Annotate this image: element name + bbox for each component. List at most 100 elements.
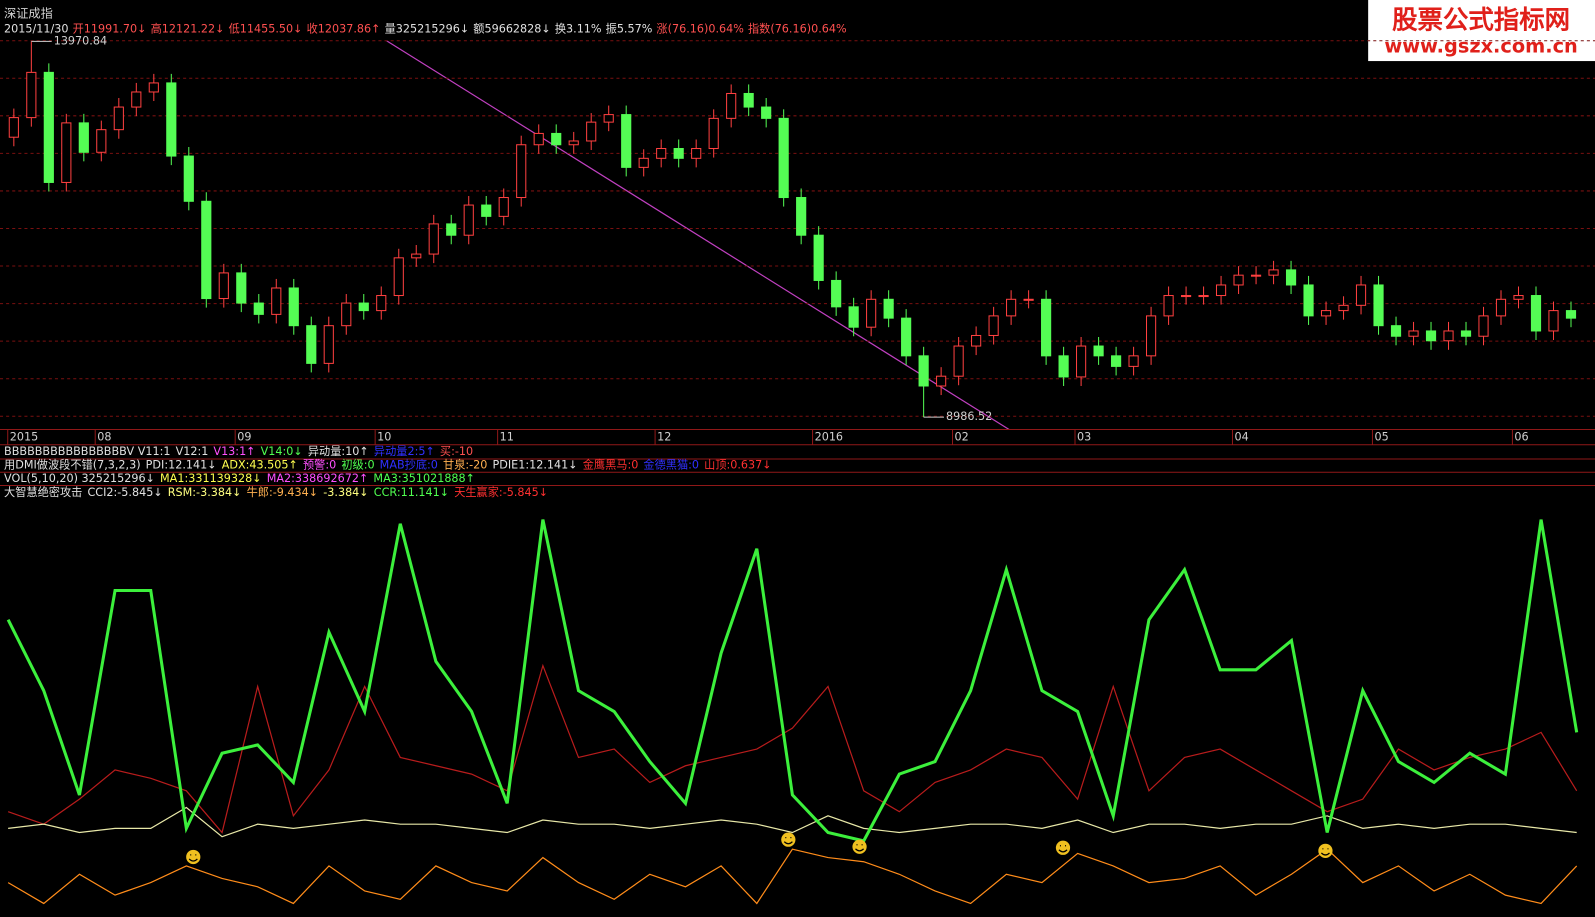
candle-body <box>603 114 614 123</box>
candle-body <box>1390 325 1402 337</box>
info-item: 额59662828↓ <box>473 23 550 36</box>
candle-body <box>288 287 299 327</box>
candle-body <box>1408 330 1419 337</box>
indicator-line <box>7 663 1578 834</box>
x-tick-label: 08 <box>97 431 111 444</box>
indicator-legend: 用DMI做波段不错(7,3,2,3) PDI:12.141↓ ADX:43.505↑… <box>4 458 772 472</box>
candle-body <box>918 355 929 387</box>
candle-body <box>1006 298 1017 317</box>
candle-body <box>481 204 492 217</box>
indicator-item: 牛郎:-9.434↓ <box>247 485 319 499</box>
indicator-item: CCI2:-5.845↓ <box>87 486 162 499</box>
info-item: 振5.57% <box>606 22 653 36</box>
candle-body <box>411 253 422 259</box>
candle-body <box>1058 355 1069 378</box>
x-tick-label: 03 <box>1077 431 1091 444</box>
candle-body <box>1478 315 1489 337</box>
candle-body <box>866 298 877 328</box>
info-item: 换3.11% <box>555 22 602 36</box>
candle-body <box>323 325 334 364</box>
candle-body <box>1338 304 1349 312</box>
x-tick-label: 02 <box>955 431 969 444</box>
candle-body <box>131 91 142 108</box>
smiley <box>781 832 796 847</box>
candle-body <box>1128 355 1139 367</box>
info-item: 高12121.22↓ <box>151 22 225 36</box>
candle-body <box>1023 298 1034 301</box>
candle-body <box>1425 330 1437 342</box>
info-item: 低11455.50↓ <box>229 23 303 36</box>
indicator-item: 用DMI做波段不错(7,3,2,3) <box>4 458 141 472</box>
candle-body <box>516 144 527 199</box>
x-tick-label: 12 <box>657 431 671 444</box>
indicator-item: MAB抄底:0 <box>380 458 438 472</box>
candle-body <box>778 117 789 199</box>
candle-body <box>533 132 544 146</box>
watermark-url: www.gszx.com.cn <box>1384 34 1577 57</box>
candle-body <box>621 114 632 168</box>
indicator-item: 异动量2:5↑ <box>374 445 435 458</box>
candle-body <box>341 302 352 327</box>
candle-body <box>236 272 247 304</box>
candle-body <box>393 257 404 297</box>
info-item: 收12037.86↑ <box>307 22 381 36</box>
x-tick-label: 10 <box>377 431 391 444</box>
candle-body <box>1460 330 1472 337</box>
smiley-face <box>783 837 793 845</box>
candle-body <box>1530 295 1542 332</box>
candle-body <box>743 92 754 108</box>
smiley <box>1318 843 1333 858</box>
candle-body <box>113 106 124 131</box>
candle-body <box>638 157 649 168</box>
indicator-item: VOL(5,10,20) 325215296↓ <box>4 472 155 485</box>
indicator-item: 甘泉:-20 <box>443 458 487 472</box>
candle-body <box>306 325 317 364</box>
indicator-legend: BBBBBBBBBBBBBBBBV V11:1 V12:1 V13:1↑ V14:0↓… <box>4 445 473 458</box>
candle-body <box>148 82 159 93</box>
candle-body <box>813 234 824 281</box>
candle-body <box>1076 345 1087 378</box>
indicator-item: 预警:0 <box>303 458 336 472</box>
candle-body <box>1320 310 1332 317</box>
indicator-item: PDIE1:12.141↓ <box>493 459 578 472</box>
min-label: 8986.52 <box>946 410 992 423</box>
indicator-line <box>7 848 1578 905</box>
candle-body <box>673 148 684 159</box>
candle-body <box>183 155 194 202</box>
indicator-line <box>6 519 1579 843</box>
max-label: 13970.84 <box>54 34 107 47</box>
indicator-item: 金德黑猫:0 <box>643 458 699 472</box>
indicator-item: V14:0↓ <box>261 445 303 458</box>
candle-body <box>1495 298 1507 317</box>
indicator-item: 山顶:0.637↓ <box>704 459 772 472</box>
candle-body <box>201 200 212 300</box>
candle-body <box>691 148 702 159</box>
candle-body <box>796 197 807 236</box>
info-item: 2015/11/30 <box>4 23 68 36</box>
candle-body <box>1233 274 1244 286</box>
candle-body <box>831 279 842 308</box>
candle-body <box>96 129 107 153</box>
indicator-item: CCR:11.141↓ <box>374 486 449 499</box>
watermark-box <box>1368 0 1595 62</box>
candle-body <box>953 345 964 377</box>
candle-body <box>218 272 229 300</box>
indicator-item: V13:1↑ <box>213 445 255 458</box>
indicator-item: 买:-10 <box>440 445 473 458</box>
candle-body <box>376 295 387 312</box>
candle-body <box>1093 345 1104 357</box>
candle-body <box>901 317 912 357</box>
candle-body <box>1355 284 1367 306</box>
indicator-item: 异动量:10↑ <box>308 445 369 458</box>
candle-body <box>271 287 282 315</box>
indicator-item: 初级:0 <box>341 458 374 472</box>
candle-body <box>61 122 72 183</box>
candle-body <box>1145 315 1157 357</box>
indicator-item: -3.384↓ <box>323 486 368 499</box>
candle-body <box>726 92 737 119</box>
indicator-item: 大智慧绝密攻击 <box>4 485 82 499</box>
candle-body <box>1180 295 1192 298</box>
x-tick-label: 05 <box>1374 431 1388 444</box>
indicator-item: 金鹰黑马:0 <box>583 458 639 472</box>
indicator-item: BBBBBBBBBBBBBBBBV V11:1 <box>4 445 170 458</box>
